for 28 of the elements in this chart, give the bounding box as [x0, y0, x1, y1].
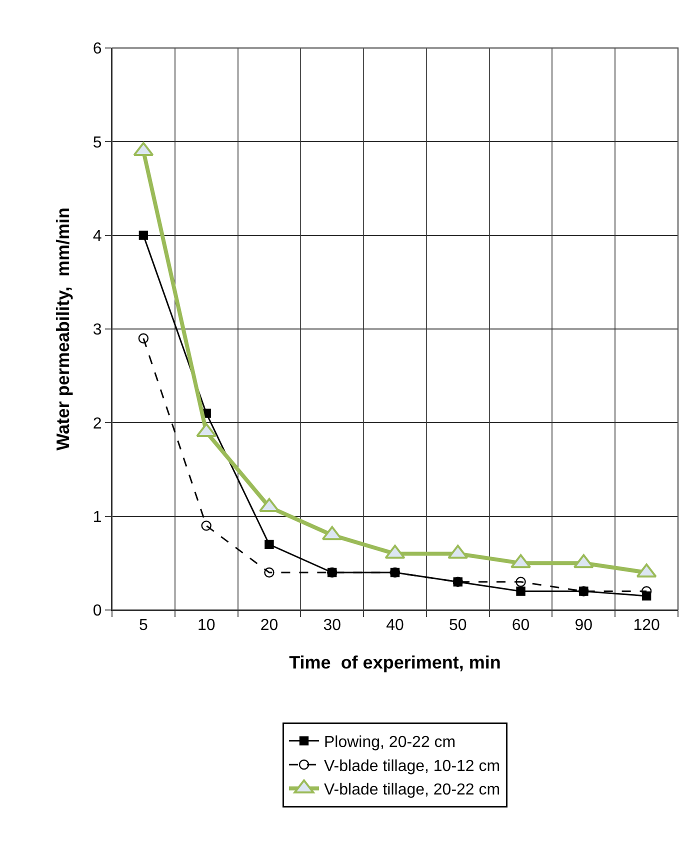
y-tick-label: 3 [92, 322, 102, 339]
y-tick-label: 4 [92, 228, 102, 245]
point [516, 576, 526, 587]
legend-label: Plowing, 20-22 cm [324, 734, 456, 752]
x-tick-label: 90 [574, 617, 593, 634]
y-tick-label: 1 [92, 508, 102, 526]
point [201, 520, 212, 531]
point [516, 586, 526, 596]
x-axis-title: Time of experiment, min [289, 652, 501, 672]
point [264, 540, 274, 550]
x-tick-label: 10 [197, 617, 216, 634]
x-tick-label: 40 [386, 617, 404, 634]
x-tick-label: 60 [512, 617, 530, 634]
y-tick-label: 2 [92, 415, 102, 432]
x-tick-label: 50 [448, 617, 467, 634]
point [264, 567, 274, 578]
legend-label: V-blade tillage, 10-12 cm [324, 758, 500, 775]
y-axis-title: Water permeability, mm/min [53, 207, 74, 451]
x-tick-label: 5 [138, 617, 148, 634]
x-tick-label: 30 [323, 617, 342, 634]
y-tick-label: 0 [92, 602, 102, 620]
legend-label: V-blade tillage, 20-22 cm [324, 782, 500, 799]
x-tick-label: 20 [260, 617, 278, 634]
point [138, 333, 149, 344]
x-tick-label: 120 [633, 617, 660, 634]
y-tick-label: 6 [92, 40, 102, 58]
point [138, 230, 148, 240]
y-tick-label: 5 [92, 134, 102, 152]
